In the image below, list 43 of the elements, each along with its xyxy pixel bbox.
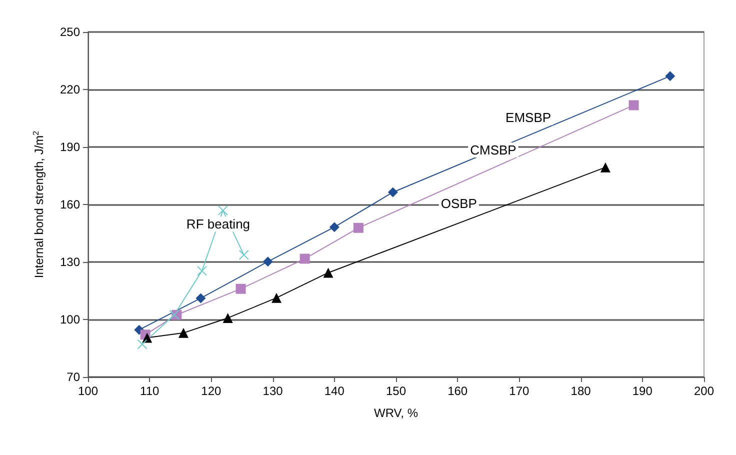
x-tick-label: 100 (78, 384, 98, 398)
series-label: RF beating (186, 216, 250, 232)
x-tick-label: 170 (509, 384, 530, 398)
point (262, 256, 273, 267)
point (323, 268, 334, 278)
point (353, 222, 364, 233)
x-tick-label: 120 (201, 384, 222, 398)
point (196, 293, 206, 304)
point (600, 162, 610, 172)
x-tick-label: 190 (632, 384, 653, 398)
y-tick-label: 130 (60, 255, 80, 269)
y-tick-label: 100 (60, 312, 80, 326)
point (218, 205, 228, 216)
point (329, 222, 340, 232)
x-tick-label: 130 (262, 384, 284, 398)
point (665, 71, 676, 82)
y-tick-label: 160 (60, 198, 80, 212)
point (137, 339, 148, 350)
point (300, 254, 310, 264)
y-tick-label: 220 (60, 82, 80, 96)
point (178, 328, 188, 338)
x-tick-label: 110 (140, 384, 160, 398)
series-label: CMSBP (470, 142, 516, 158)
series-label: OSBP (440, 196, 477, 212)
x-tick-label: 140 (324, 384, 345, 398)
x-tick-label: 200 (694, 384, 714, 398)
y-axis-title: Internal bond strength, J/m2 (32, 130, 46, 278)
point (236, 284, 246, 294)
point (238, 250, 249, 260)
point (271, 292, 282, 303)
point (628, 100, 639, 110)
x-tick-label: 180 (570, 384, 592, 398)
point (222, 312, 233, 323)
x-tick-label: 160 (448, 384, 468, 398)
x-tick-label: 150 (386, 384, 406, 398)
x-axis-title: WRV, % (374, 406, 418, 420)
y-tick-label: 190 (60, 140, 80, 154)
y-tick-label: 250 (60, 25, 80, 39)
y-tick-label: 70 (66, 370, 80, 384)
point (169, 310, 180, 320)
point (196, 266, 207, 276)
series-label: EMSBP (506, 110, 552, 126)
point (388, 187, 398, 198)
